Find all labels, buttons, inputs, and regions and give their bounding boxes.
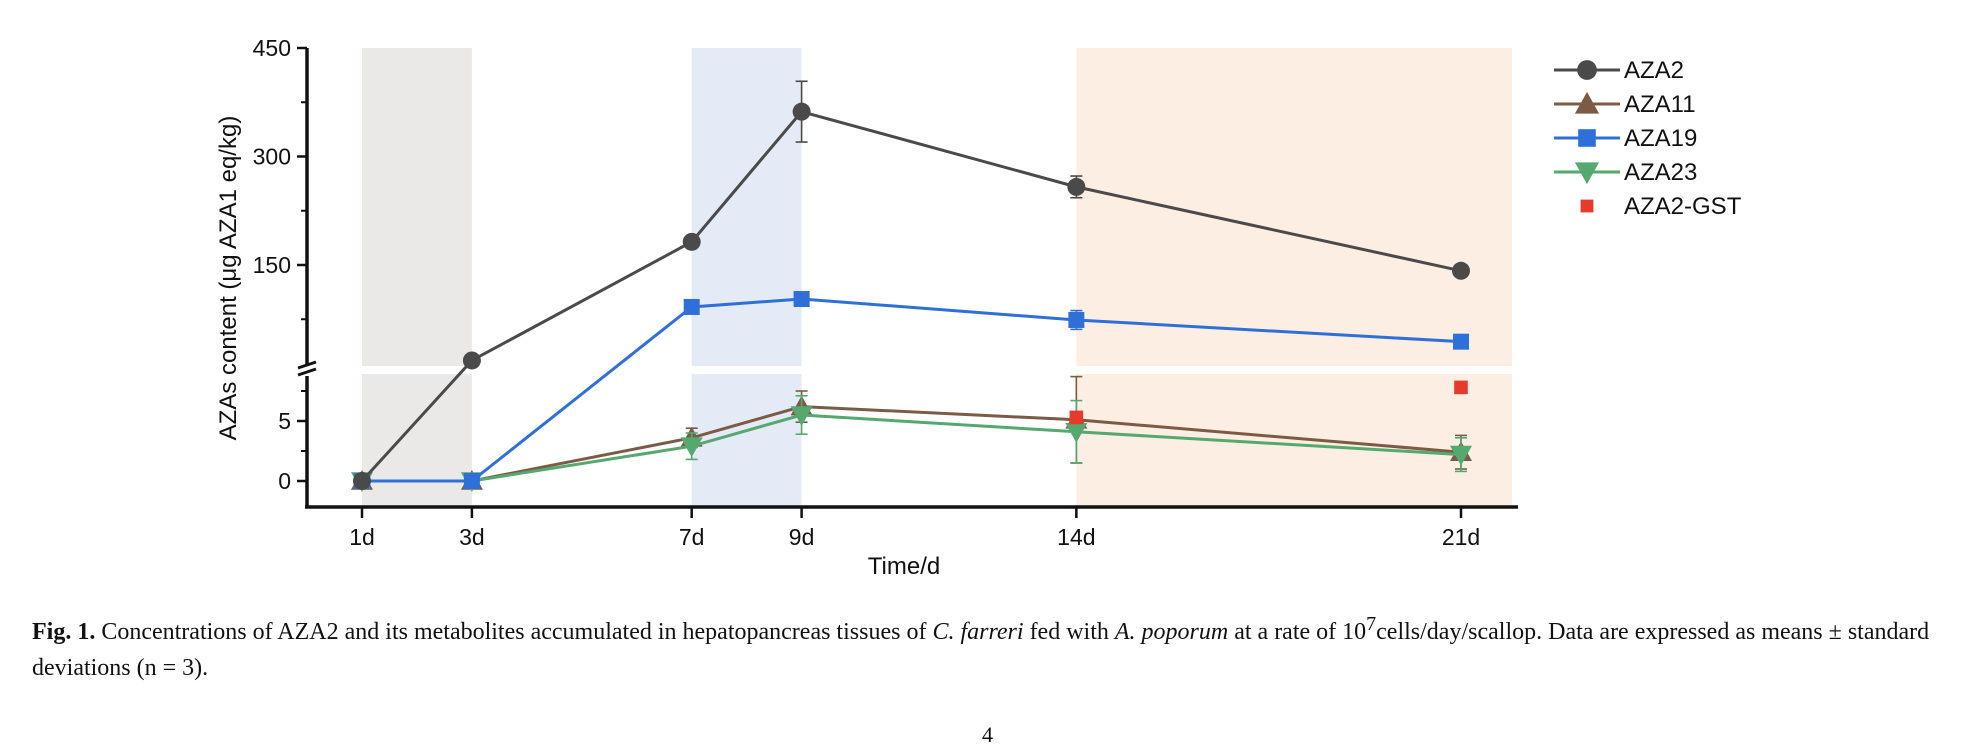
caption-species-2: A. poporum bbox=[1114, 619, 1229, 645]
phase-band-lower-2 bbox=[1076, 374, 1512, 506]
caption-label: Fig. 1. bbox=[32, 619, 96, 645]
caption-text-1: Concentrations of AZA2 and its metabolit… bbox=[95, 619, 933, 645]
caption-species-1: C. farreri bbox=[932, 619, 1024, 645]
point-aza2-gst bbox=[1069, 410, 1084, 425]
caption-text-4: cells/day/scallop. Data are expressed as… bbox=[32, 619, 1930, 681]
phase-band-lower-0 bbox=[362, 374, 472, 506]
y-tick-label: 5 bbox=[278, 408, 291, 434]
y-axis-title: AZAs content (μg AZA1 eq/kg) bbox=[215, 116, 242, 441]
y-tick-label: 0 bbox=[278, 468, 291, 494]
x-tick-label: 3d bbox=[459, 524, 485, 550]
x-tick-label: 21d bbox=[1442, 524, 1480, 550]
x-tick-label: 14d bbox=[1057, 524, 1095, 550]
point-aza23 bbox=[790, 406, 813, 426]
legend-item-aza19: AZA19 bbox=[1554, 125, 1697, 152]
page-number: 4 bbox=[982, 722, 993, 747]
phase-band-upper-2 bbox=[1076, 48, 1512, 366]
series-aza2 bbox=[353, 80, 1470, 490]
point-aza2 bbox=[1067, 177, 1086, 196]
point-aza2-gst bbox=[1454, 380, 1468, 395]
legend-marker-aza19 bbox=[1578, 129, 1596, 147]
series-aza2-gst bbox=[1069, 380, 1468, 425]
legend-label-aza23: AZA23 bbox=[1624, 159, 1697, 186]
series-line-aza19 bbox=[362, 297, 1462, 483]
axis-break-mark-2 bbox=[297, 367, 317, 377]
point-aza2 bbox=[1452, 261, 1470, 280]
axes: 150 300 450 0 5 1d 3d 7d 9d 14d 21d bbox=[253, 35, 1518, 550]
point-aza23 bbox=[1450, 445, 1472, 466]
point-aza19 bbox=[793, 290, 810, 307]
legend-label-aza2-gst: AZA2-GST bbox=[1624, 193, 1742, 220]
point-aza2 bbox=[682, 232, 701, 251]
shaded-phases bbox=[362, 48, 1512, 506]
chart: 150 300 450 0 5 1d 3d 7d 9d 14d 21d AZA2 AZA11 AZA19… bbox=[215, 35, 1742, 580]
point-aza2 bbox=[462, 351, 481, 370]
point-aza23 bbox=[1065, 423, 1088, 443]
x-tick-label: 7d bbox=[679, 524, 705, 550]
legend-marker-aza2 bbox=[1577, 60, 1597, 80]
phase-band-upper-0 bbox=[362, 48, 472, 366]
x-tick-label: 1d bbox=[349, 524, 375, 550]
legend-marker-aza11 bbox=[1574, 91, 1600, 114]
phase-band-upper-1 bbox=[691, 48, 802, 366]
caption-text-2: fed with bbox=[1023, 619, 1115, 645]
point-aza19 bbox=[683, 298, 700, 315]
series-line-aza2 bbox=[360, 109, 1462, 483]
point-aza19 bbox=[463, 473, 480, 489]
y-tick-label: 450 bbox=[253, 35, 291, 61]
legend-label-aza11: AZA11 bbox=[1624, 91, 1696, 118]
figure-caption: Fig. 1. Concentrations of AZA2 and its m… bbox=[32, 606, 1952, 686]
legend-marker-aza2-gst bbox=[1580, 199, 1594, 213]
legend-item-aza11: AZA11 bbox=[1554, 91, 1696, 118]
caption-text-3: at a rate of 10 bbox=[1228, 619, 1367, 645]
legend-marker-aza23 bbox=[1574, 162, 1600, 185]
legend: AZA2 AZA11 AZA19 AZA23 AZA2-GST bbox=[1554, 57, 1742, 220]
legend-item-aza23: AZA23 bbox=[1554, 159, 1697, 186]
point-aza2 bbox=[792, 102, 811, 121]
x-tick-label: 9d bbox=[789, 524, 815, 550]
point-aza19 bbox=[1068, 311, 1085, 328]
legend-item-aza2: AZA2 bbox=[1554, 57, 1684, 84]
axis-break-mark-1 bbox=[297, 360, 317, 370]
legend-label-aza19: AZA19 bbox=[1624, 125, 1697, 152]
y-tick-label: 300 bbox=[253, 144, 291, 170]
legend-item-aza2-gst: AZA2-GST bbox=[1580, 193, 1742, 220]
point-aza19 bbox=[1453, 333, 1469, 350]
legend-label-aza2: AZA2 bbox=[1624, 57, 1684, 84]
series-layer bbox=[351, 80, 1472, 492]
y-tick-label: 150 bbox=[253, 252, 291, 278]
point-aza23 bbox=[680, 437, 703, 458]
point-aza2 bbox=[353, 472, 371, 490]
x-axis-title: Time/d bbox=[868, 553, 940, 580]
caption-exponent: 7 bbox=[1366, 613, 1377, 635]
